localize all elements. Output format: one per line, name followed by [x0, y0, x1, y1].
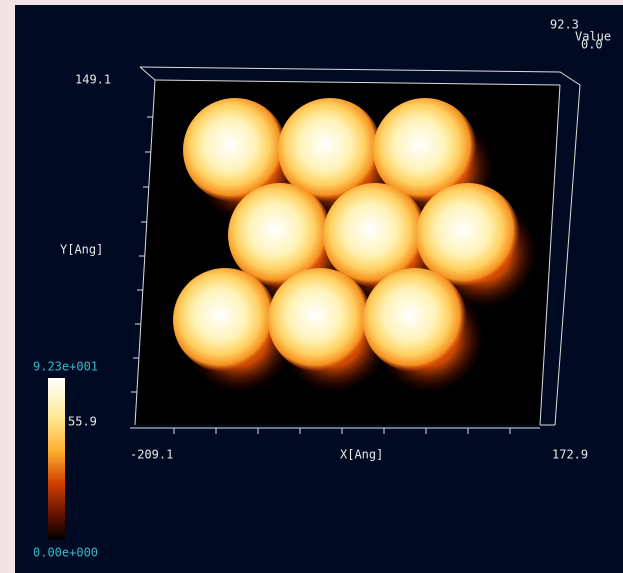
colorbar-mid: 55.9: [68, 415, 97, 429]
colorbar-max: 9.23e+001: [33, 360, 98, 374]
x-min-label: -209.1: [130, 448, 173, 462]
z-min-label: 0.0: [581, 38, 603, 52]
colorbar-min: 0.00e+000: [33, 546, 98, 560]
surface: [173, 98, 537, 393]
bounding-box: [130, 66, 581, 434]
z-max-label: 92.3: [550, 18, 579, 32]
y-max-label: 149.1: [75, 73, 111, 87]
x-max-label: 172.9: [552, 448, 588, 462]
x-axis-label: X[Ang]: [340, 448, 383, 462]
y-axis-label: Y[Ang]: [60, 243, 103, 257]
z-axis-label: Value: [575, 30, 611, 44]
colorbar: [48, 378, 65, 540]
